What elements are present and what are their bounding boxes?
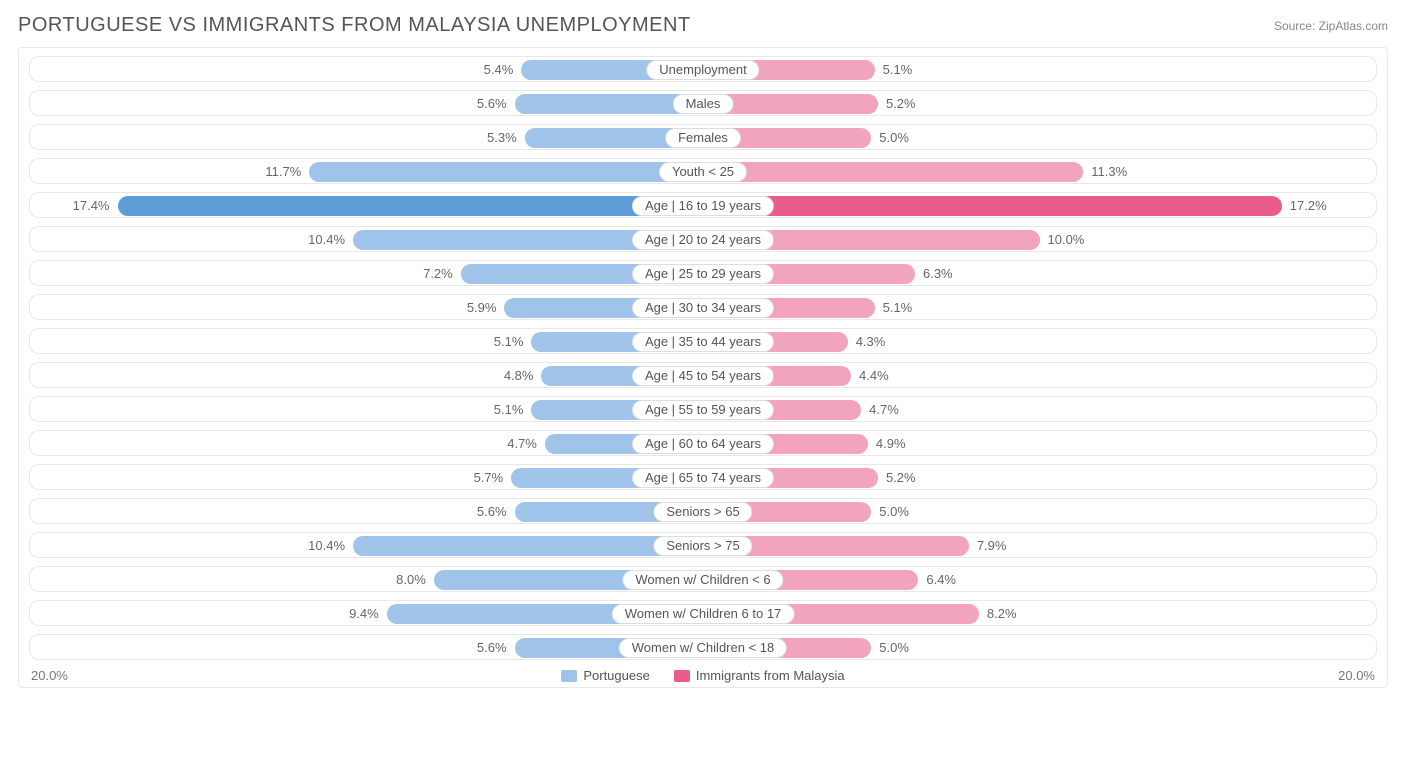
value-left: 5.6% [477,504,507,519]
value-right: 4.3% [856,334,886,349]
value-right: 4.7% [869,402,899,417]
category-label: Seniors > 65 [653,502,752,522]
category-label: Age | 20 to 24 years [632,230,774,250]
legend-item-right: Immigrants from Malaysia [674,668,845,683]
legend-label-left: Portuguese [583,668,650,683]
value-left: 17.4% [73,198,110,213]
bar-left [309,162,703,182]
category-label: Women w/ Children 6 to 17 [612,604,795,624]
category-label: Age | 45 to 54 years [632,366,774,386]
chart-row: 17.4% 17.2% Age | 16 to 19 years [29,192,1377,218]
category-label: Age | 60 to 64 years [632,434,774,454]
category-label: Age | 55 to 59 years [632,400,774,420]
category-label: Age | 35 to 44 years [632,332,774,352]
value-right: 17.2% [1290,198,1327,213]
value-right: 8.2% [987,606,1017,621]
chart-area: 5.4% 5.1% Unemployment 5.6% 5.2% Males 5.3% 5.0… [18,47,1388,688]
value-right: 5.0% [879,130,909,145]
chart-header: PORTUGUESE VS IMMIGRANTS FROM MALAYSIA U… [18,14,1388,37]
value-left: 5.3% [487,130,517,145]
value-left: 9.4% [349,606,379,621]
value-right: 11.3% [1091,164,1127,179]
value-left: 4.8% [504,368,534,383]
legend-item-left: Portuguese [561,668,650,683]
category-label: Women w/ Children < 6 [622,570,783,590]
chart-row: 10.4% 7.9% Seniors > 75 [29,532,1377,558]
value-right: 5.1% [883,62,913,77]
category-label: Females [665,128,741,148]
chart-row: 8.0% 6.4% Women w/ Children < 6 [29,566,1377,592]
chart-title: PORTUGUESE VS IMMIGRANTS FROM MALAYSIA U… [18,14,691,37]
chart-row: 5.6% 5.2% Males [29,90,1377,116]
chart-row: 10.4% 10.0% Age | 20 to 24 years [29,226,1377,252]
chart-row: 5.1% 4.3% Age | 35 to 44 years [29,328,1377,354]
axis-left-label: 20.0% [31,668,68,683]
bar-right [703,196,1282,216]
value-left: 5.7% [474,470,504,485]
value-right: 5.2% [886,96,916,111]
legend-swatch-right [674,670,690,682]
chart-source: Source: ZipAtlas.com [1274,19,1388,33]
chart-row: 9.4% 8.2% Women w/ Children 6 to 17 [29,600,1377,626]
chart-row: 5.9% 5.1% Age | 30 to 34 years [29,294,1377,320]
chart-row: 11.7% 11.3% Youth < 25 [29,158,1377,184]
value-right: 5.2% [886,470,916,485]
category-label: Women w/ Children < 18 [619,638,787,658]
axis-right-label: 20.0% [1338,668,1375,683]
value-left: 5.1% [494,334,524,349]
chart-row: 4.7% 4.9% Age | 60 to 64 years [29,430,1377,456]
chart-row: 5.6% 5.0% Women w/ Children < 18 [29,634,1377,660]
category-label: Age | 30 to 34 years [632,298,774,318]
value-left: 5.1% [494,402,524,417]
rows-container: 5.4% 5.1% Unemployment 5.6% 5.2% Males 5.3% 5.0… [29,56,1377,660]
bar-left [353,536,703,556]
value-left: 8.0% [396,572,426,587]
value-right: 6.4% [926,572,956,587]
chart-row: 5.7% 5.2% Age | 65 to 74 years [29,464,1377,490]
value-right: 6.3% [923,266,953,281]
value-right: 4.4% [859,368,889,383]
chart-row: 5.3% 5.0% Females [29,124,1377,150]
chart-row: 5.6% 5.0% Seniors > 65 [29,498,1377,524]
chart-row: 7.2% 6.3% Age | 25 to 29 years [29,260,1377,286]
value-left: 4.7% [507,436,537,451]
chart-row: 4.8% 4.4% Age | 45 to 54 years [29,362,1377,388]
category-label: Males [673,94,734,114]
category-label: Seniors > 75 [653,536,752,556]
value-left: 5.4% [484,62,514,77]
bar-left [118,196,704,216]
value-left: 10.4% [308,232,345,247]
legend-swatch-left [561,670,577,682]
value-left: 10.4% [308,538,345,553]
value-left: 11.7% [265,164,301,179]
chart-row: 5.1% 4.7% Age | 55 to 59 years [29,396,1377,422]
category-label: Youth < 25 [659,162,747,182]
chart-footer: 20.0% Portuguese Immigrants from Malaysi… [29,668,1377,683]
category-label: Age | 16 to 19 years [632,196,774,216]
value-right: 7.9% [977,538,1007,553]
chart-row: 5.4% 5.1% Unemployment [29,56,1377,82]
legend-label-right: Immigrants from Malaysia [696,668,845,683]
value-right: 5.0% [879,504,909,519]
value-right: 10.0% [1048,232,1085,247]
value-right: 5.0% [879,640,909,655]
value-left: 5.6% [477,640,507,655]
bar-right [703,162,1083,182]
category-label: Age | 65 to 74 years [632,468,774,488]
category-label: Age | 25 to 29 years [632,264,774,284]
value-right: 5.1% [883,300,913,315]
legend: Portuguese Immigrants from Malaysia [561,668,844,683]
value-right: 4.9% [876,436,906,451]
value-left: 5.9% [467,300,497,315]
value-left: 5.6% [477,96,507,111]
category-label: Unemployment [646,60,759,80]
value-left: 7.2% [423,266,453,281]
